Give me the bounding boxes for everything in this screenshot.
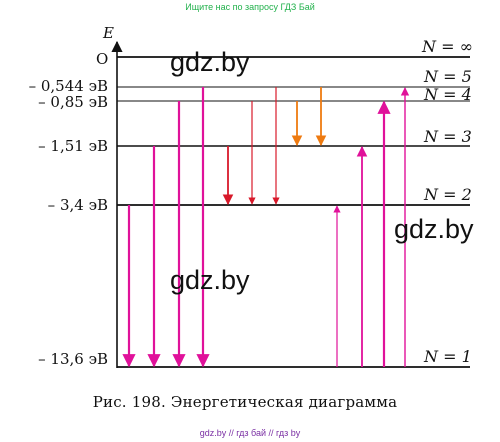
site-links-footer[interactable]: gdz.by // гдз бай // гдз by: [199, 428, 301, 438]
watermark-bottom: gdz.by: [170, 265, 250, 295]
n-label-4: N = 4: [423, 85, 472, 104]
emission-arrows-to-n2: [222, 87, 280, 206]
origin-label: O: [96, 50, 108, 68]
energy-label-1: – 13,6 эВ: [38, 350, 108, 368]
watermark-right: gdz.by: [394, 214, 474, 244]
energy-label-5: – 0,544 эВ: [29, 77, 108, 95]
energy-label-2: – 3,4 эВ: [48, 196, 108, 214]
emission-arrows-to-n1: [122, 87, 210, 368]
n-label-1: N = 1: [423, 347, 472, 366]
energy-label-3: – 1,51 эВ: [38, 137, 108, 155]
n-label-2: N = 2: [423, 185, 472, 204]
axis-label-e: E: [102, 24, 114, 42]
absorption-arrows: [333, 87, 410, 367]
energy-label-4: – 0,85 эВ: [38, 93, 108, 111]
figure-caption: Рис. 198. Энергетическая диаграмма: [92, 393, 398, 411]
level-lines: [117, 56, 470, 368]
emission-arrows-to-n3: [291, 87, 327, 147]
n-label-inf: N = ∞: [421, 37, 473, 56]
n-label-3: N = 3: [423, 127, 472, 146]
site-link-header[interactable]: Ищите нас по запросу ГДЗ Бай: [185, 2, 315, 12]
n-label-5: N = 5: [423, 67, 472, 86]
watermark-top: gdz.by: [170, 47, 250, 77]
